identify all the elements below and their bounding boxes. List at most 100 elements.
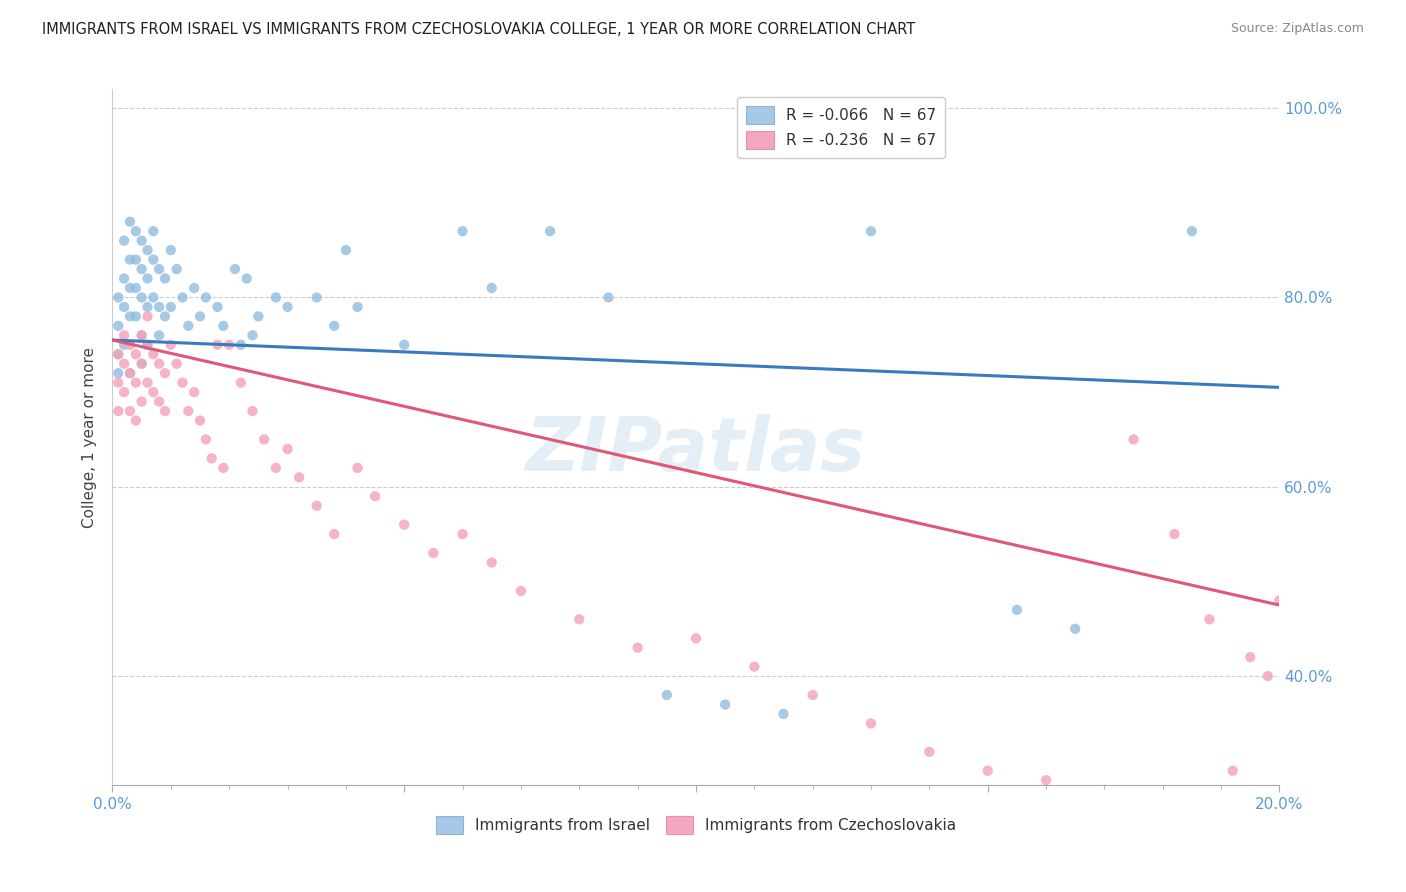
Point	[125, 376, 148, 390]
Point	[655, 688, 678, 702]
Point	[976, 764, 998, 778]
Point	[242, 404, 264, 418]
Point	[118, 404, 141, 418]
Point	[1094, 782, 1116, 797]
Point	[1035, 773, 1057, 788]
Point	[107, 404, 129, 418]
Point	[172, 376, 194, 390]
Point	[107, 376, 129, 390]
Point	[627, 640, 650, 655]
Point	[112, 271, 135, 285]
Point	[125, 224, 148, 238]
Point	[112, 300, 135, 314]
Point	[451, 224, 474, 238]
Point	[918, 745, 941, 759]
Point	[160, 300, 183, 314]
Point	[153, 310, 176, 324]
Point	[136, 271, 159, 285]
Point	[212, 460, 235, 475]
Point	[1005, 603, 1028, 617]
Point	[172, 290, 194, 304]
Point	[118, 366, 141, 380]
Point	[218, 338, 240, 352]
Point	[148, 300, 170, 314]
Point	[229, 376, 252, 390]
Point	[714, 698, 737, 712]
Point	[509, 583, 531, 598]
Point	[107, 366, 129, 380]
Point	[183, 281, 205, 295]
Point	[136, 376, 159, 390]
Point	[183, 385, 205, 400]
Point	[194, 433, 217, 447]
Text: IMMIGRANTS FROM ISRAEL VS IMMIGRANTS FROM CZECHOSLOVAKIA COLLEGE, 1 YEAR OR MORE: IMMIGRANTS FROM ISRAEL VS IMMIGRANTS FRO…	[42, 22, 915, 37]
Point	[1222, 764, 1244, 778]
Point	[207, 338, 229, 352]
Point	[253, 433, 276, 447]
Point	[160, 243, 183, 257]
Point	[305, 499, 328, 513]
Point	[125, 281, 148, 295]
Point	[224, 262, 246, 277]
Point	[235, 271, 257, 285]
Point	[160, 338, 183, 352]
Point	[118, 281, 141, 295]
Point	[772, 706, 794, 721]
Point	[422, 546, 444, 560]
Point	[131, 262, 153, 277]
Point	[131, 328, 153, 343]
Point	[136, 338, 159, 352]
Point	[247, 310, 270, 324]
Point	[1181, 224, 1204, 238]
Legend: Immigrants from Israel, Immigrants from Czechoslovakia: Immigrants from Israel, Immigrants from …	[429, 810, 963, 840]
Point	[112, 357, 135, 371]
Point	[229, 338, 252, 352]
Point	[481, 556, 503, 570]
Point	[112, 328, 135, 343]
Point	[177, 318, 200, 333]
Point	[1064, 622, 1087, 636]
Point	[568, 612, 591, 626]
Point	[166, 357, 188, 371]
Point	[860, 224, 883, 238]
Point	[125, 252, 148, 267]
Point	[177, 404, 200, 418]
Point	[142, 224, 165, 238]
Point	[346, 300, 368, 314]
Point	[264, 290, 287, 304]
Point	[125, 413, 148, 427]
Point	[142, 347, 165, 361]
Point	[118, 310, 141, 324]
Point	[538, 224, 561, 238]
Point	[148, 328, 170, 343]
Point	[142, 385, 165, 400]
Point	[276, 442, 298, 456]
Point	[742, 659, 765, 673]
Point	[107, 290, 129, 304]
Point	[153, 366, 176, 380]
Point	[131, 357, 153, 371]
Point	[346, 460, 368, 475]
Point	[364, 489, 387, 503]
Point	[131, 357, 153, 371]
Point	[212, 318, 235, 333]
Point	[118, 252, 141, 267]
Point	[131, 394, 153, 409]
Point	[136, 338, 159, 352]
Point	[1268, 593, 1291, 607]
Point	[860, 716, 883, 731]
Point	[201, 451, 224, 466]
Point	[335, 243, 357, 257]
Point	[264, 460, 287, 475]
Point	[242, 328, 264, 343]
Point	[153, 404, 176, 418]
Point	[142, 290, 165, 304]
Point	[323, 527, 346, 541]
Point	[136, 310, 159, 324]
Point	[112, 338, 135, 352]
Point	[148, 262, 170, 277]
Point	[148, 394, 170, 409]
Point	[153, 271, 176, 285]
Point	[166, 262, 188, 277]
Point	[136, 243, 159, 257]
